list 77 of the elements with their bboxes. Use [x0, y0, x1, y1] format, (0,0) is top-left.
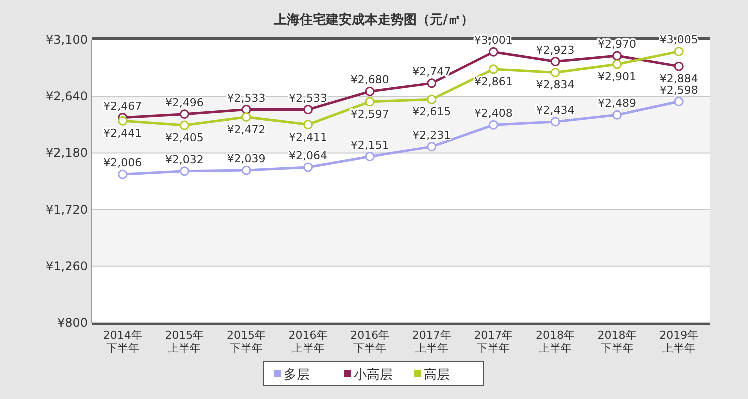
data-label: ¥2,861 — [474, 75, 513, 88]
data-label: ¥2,901 — [598, 70, 637, 84]
point — [118, 116, 128, 126]
data-label: ¥2,408 — [474, 107, 513, 120]
point — [488, 64, 498, 74]
point — [427, 78, 437, 88]
data-label: ¥2,923 — [536, 44, 575, 57]
point — [674, 97, 684, 107]
data-label: ¥2,441 — [104, 127, 142, 140]
y-tick-label: ¥2,640 — [46, 90, 88, 104]
data-label: ¥2,151 — [350, 138, 390, 152]
legend-label: 小高层 — [354, 367, 393, 383]
x-tick-label: 2019年上半年 — [660, 329, 699, 355]
point — [365, 86, 375, 96]
data-label: ¥2,615 — [412, 106, 452, 119]
point — [550, 68, 560, 78]
x-tick-label: 2017年下半年 — [474, 329, 514, 355]
x-tick-label: 2018年下半年 — [598, 329, 637, 355]
x-tick-label: 2016年上半年 — [288, 329, 328, 355]
data-label: ¥2,006 — [104, 156, 142, 170]
data-label: ¥2,597 — [350, 108, 390, 121]
point — [304, 120, 314, 130]
data-label: ¥2,064 — [289, 149, 328, 162]
x-tick-label: 2014年下半年 — [103, 329, 142, 355]
data-label: ¥2,533 — [227, 92, 266, 105]
point — [550, 117, 560, 127]
point — [304, 162, 314, 172]
data-label: ¥2,747 — [412, 65, 452, 78]
point — [674, 62, 684, 72]
point — [550, 57, 560, 67]
point — [118, 170, 128, 180]
data-label: ¥2,472 — [227, 123, 266, 136]
legend-label: 高层 — [424, 367, 450, 383]
point — [488, 120, 498, 130]
point — [180, 166, 190, 176]
data-label: ¥2,467 — [104, 100, 142, 113]
data-label: ¥2,434 — [536, 104, 575, 117]
data-label: ¥2,411 — [289, 130, 328, 144]
data-label: ¥3,005 — [660, 34, 698, 47]
data-label: ¥2,598 — [660, 84, 698, 97]
point — [242, 166, 252, 176]
point — [488, 47, 498, 57]
point — [180, 110, 190, 120]
x-tick-label: 2015年上半年 — [165, 329, 204, 355]
y-tick-label: ¥800 — [57, 316, 88, 330]
legend-label: 多层 — [284, 368, 310, 383]
data-label: ¥2,884 — [660, 72, 698, 86]
point — [612, 60, 622, 70]
point — [612, 110, 622, 120]
point — [612, 51, 622, 61]
point — [674, 46, 684, 56]
point — [242, 112, 252, 122]
data-label: ¥2,405 — [165, 132, 204, 145]
point — [427, 142, 437, 152]
x-tick-label: 2016年下半年 — [350, 329, 390, 355]
y-tick-label: ¥1,720 — [46, 202, 88, 217]
point — [180, 120, 190, 130]
x-tick-label: 2017年上半年 — [412, 329, 452, 355]
data-label: ¥2,489 — [598, 97, 637, 110]
data-label: ¥2,496 — [165, 96, 204, 110]
data-label: ¥2,834 — [536, 78, 575, 92]
point — [427, 94, 437, 104]
point — [365, 97, 375, 107]
data-label: ¥2,970 — [598, 38, 637, 51]
data-label: ¥2,039 — [227, 152, 266, 166]
data-label: ¥2,032 — [165, 153, 204, 166]
data-label: ¥2,533 — [289, 92, 328, 105]
point — [365, 152, 375, 162]
data-label: ¥2,680 — [350, 74, 390, 87]
x-tick-label: 2015年下半年 — [227, 329, 266, 355]
y-tick-label: ¥1,260 — [46, 259, 88, 274]
point — [304, 105, 314, 115]
data-label: ¥2,231 — [412, 128, 452, 142]
y-tick-label: ¥3,100 — [46, 33, 88, 47]
x-tick-label: 2018年上半年 — [536, 329, 575, 355]
y-tick-label: ¥2,180 — [46, 146, 88, 160]
chart-title: 上海住宅建安成本走势图（元/㎡） — [273, 12, 474, 28]
